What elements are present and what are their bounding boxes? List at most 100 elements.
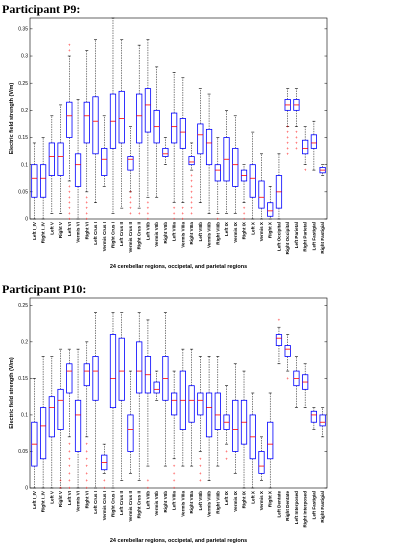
x-tick-label: Left VIIb — [145, 222, 150, 240]
box-12: + — [136, 44, 143, 216]
y-tick-label: 0 — [25, 217, 28, 223]
iqr-box — [109, 334, 117, 409]
iqr-box — [66, 363, 73, 394]
x-tick-label: Vermis VI — [76, 222, 81, 243]
iqr-box — [118, 337, 125, 401]
x-tick-label: Vermis Crus I — [102, 491, 107, 520]
y-tick-label: 0.2 — [21, 108, 28, 114]
box-28 — [275, 153, 283, 220]
iqr-box — [258, 451, 265, 474]
box-7 — [92, 39, 99, 204]
iqr-box — [92, 96, 99, 155]
x-tick-label: Right X — [268, 490, 273, 507]
box-21 — [214, 356, 221, 467]
box-21: + — [214, 137, 221, 222]
box-2 — [48, 115, 55, 214]
outlier-point: + — [85, 486, 88, 491]
chart-title-p10: Participant P10: — [2, 282, 87, 296]
box-31: + — [302, 126, 309, 173]
outlier-point: + — [85, 471, 88, 476]
box-8: ++ — [101, 443, 108, 491]
outlier-point: + — [68, 471, 71, 476]
box-24 — [240, 370, 248, 489]
outlier-point: + — [173, 464, 176, 469]
iqr-box — [197, 123, 204, 155]
box-27 — [267, 186, 274, 220]
x-tick-label: Right VIIIb — [215, 491, 220, 514]
iqr-box — [48, 396, 55, 438]
outlier-point: + — [85, 200, 88, 205]
outlier-point: + — [199, 456, 202, 461]
box-13: ++ — [144, 319, 152, 491]
outlier-point: + — [286, 140, 289, 145]
x-tick-label: Right Dentate — [285, 491, 290, 521]
box-17 — [179, 348, 186, 467]
x-tick-label: Vermis VIIIa — [180, 491, 185, 517]
boxplot-p10: 0 0.05 0.1 0.15 0.2 0.25 Electric field streng… — [9, 297, 328, 544]
box-6: +++++ — [83, 50, 90, 222]
y-tick-label: 0.1 — [21, 413, 28, 419]
x-tick-label: Left Fastigial — [311, 491, 316, 519]
outlier-point: + — [59, 478, 62, 483]
box-9 — [109, 17, 117, 214]
y-tick-label: 0.1 — [21, 162, 28, 168]
x-tick-label: Right Crus I — [110, 222, 115, 248]
box-29: + — [284, 334, 291, 381]
iqr-box — [214, 392, 221, 430]
iqr-box — [101, 147, 108, 176]
x-tick-label: Vermis VIIIa — [180, 222, 185, 248]
x-tick-label: Right Parietal — [303, 222, 308, 252]
x-tick-label: Right VIIIa — [189, 491, 194, 514]
x-tick-label: Vermis Crus I — [102, 222, 107, 251]
x-tick-label: Left Dentate — [276, 491, 281, 518]
iqr-box — [171, 392, 178, 416]
x-tick-label: Left Occipital — [276, 222, 281, 251]
iqr-box — [74, 153, 82, 187]
box-30 — [293, 356, 300, 408]
iqr-box — [57, 388, 64, 430]
boxplot-p9: 0 0.05 0.1 0.15 0.2 0.25 0.3 0.35 Electric field… — [9, 17, 328, 270]
iqr-box — [258, 180, 265, 209]
x-tick-label: Right Occipital — [285, 222, 290, 254]
x-tick-label: Vermis IX — [233, 490, 238, 512]
box-16: + + + + — [171, 370, 178, 491]
outlier-point: + — [190, 184, 193, 189]
box-18 — [188, 348, 195, 467]
box-19 — [197, 88, 204, 204]
x-tick-label: Right Fastigial — [320, 491, 325, 523]
box-31 — [302, 363, 309, 408]
outlier-point: + — [190, 178, 193, 183]
outlier-point: + — [173, 471, 176, 476]
x-tick-label: Left IX — [224, 221, 229, 236]
x-tick-label: Right VIIIb — [215, 222, 220, 245]
outlier-point: + — [85, 195, 88, 200]
x-tick-label: Right Crus II — [137, 222, 142, 249]
outlier-point: + — [85, 217, 88, 222]
box-9 — [109, 312, 117, 489]
outlier-point: + — [225, 449, 228, 454]
iqr-box — [249, 164, 256, 198]
box-14 — [153, 66, 160, 198]
box-16: +++ — [171, 72, 178, 222]
box-10 — [118, 312, 125, 481]
iqr-box — [232, 147, 239, 187]
x-tick-label: Vermis VIIb — [154, 491, 159, 516]
iqr-box — [302, 139, 309, 155]
outlier-point: + — [190, 173, 193, 178]
outlier-point: + — [147, 211, 150, 216]
box-24: +++ — [240, 164, 248, 222]
iqr-box — [284, 345, 291, 357]
outlier-point: + — [68, 211, 71, 216]
outlier-point: + — [147, 478, 150, 483]
iqr-box — [205, 128, 213, 166]
box-7 — [92, 312, 99, 489]
y-tick-label: 0.05 — [18, 190, 28, 196]
iqr-box — [310, 410, 318, 423]
iqr-box — [31, 164, 38, 198]
outlier-point: + — [295, 130, 298, 135]
box-11: +++++ — [127, 126, 134, 216]
outlier-point: + — [68, 217, 71, 222]
x-tick-label: Left Crus I — [93, 222, 98, 245]
x-tick-label: Right V — [58, 490, 63, 507]
outlier-point: + — [129, 211, 132, 216]
